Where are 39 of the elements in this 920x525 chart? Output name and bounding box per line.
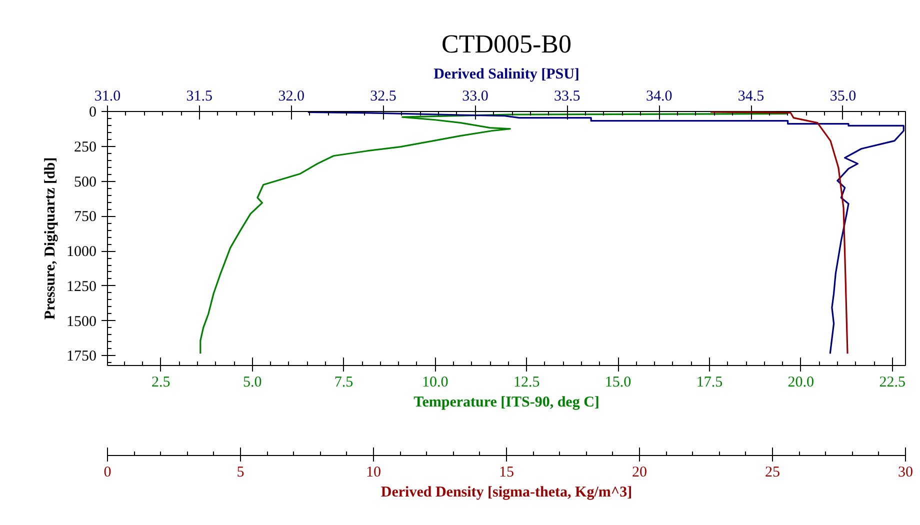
y-tick-label: 0	[89, 104, 96, 120]
line-series	[200, 112, 791, 354]
x2-tick-label: 33.5	[554, 88, 580, 104]
x-tick-label: 22.5	[879, 374, 906, 390]
chart-title: CTD005-B0	[442, 30, 572, 58]
x-tick-label: 25	[765, 464, 780, 480]
x2-tick-label: 34.0	[646, 88, 672, 104]
x-tick-label: 20	[632, 464, 647, 480]
y-axis-title: Pressure, Digiquartz [db]	[42, 157, 58, 320]
x2-tick-label: 34.5	[738, 88, 764, 104]
x-tick-label: 12.5	[513, 374, 540, 390]
x-axis-title: Temperature [ITS-90, deg C]	[414, 394, 600, 410]
x-tick-label: 20.0	[788, 374, 814, 390]
x-tick-label: 0	[104, 464, 112, 480]
x-tick-label: 17.5	[696, 374, 723, 390]
x2-tick-label: 31.0	[94, 88, 121, 104]
x2-tick-label: 32.0	[278, 88, 304, 104]
y-tick-label: 1250	[66, 278, 96, 295]
x-axis-title: Derived Density [sigma-theta, Kg/m^3]	[380, 484, 632, 500]
y-tick-label: 250	[74, 139, 96, 156]
y-tick-label: 1500	[66, 314, 96, 330]
x-tick-label: 30	[898, 464, 913, 480]
x-tick-label: 5	[236, 464, 244, 480]
x-tick-label: 7.5	[334, 374, 354, 390]
x-tick-label: 10	[366, 464, 381, 480]
x2-tick-label: 32.5	[370, 88, 396, 104]
x2-tick-label: 33.0	[462, 88, 488, 104]
y-tick-label: 500	[74, 174, 96, 190]
x-tick-label: 5.0	[242, 374, 262, 390]
x-tick-label: 2.5	[152, 374, 170, 390]
x2-tick-label: 35.0	[830, 88, 856, 104]
y-tick-label: 1000	[66, 244, 96, 260]
x-tick-label: 15	[499, 464, 514, 480]
x-tick-label: 15.0	[604, 374, 632, 390]
y-tick-label: 1750	[66, 348, 96, 365]
x2-axis-title: Derived Salinity [PSU]	[434, 66, 580, 82]
y-tick-label: 750	[74, 209, 96, 226]
x2-tick-label: 31.5	[186, 88, 213, 104]
x-tick-label: 10.0	[422, 374, 448, 390]
